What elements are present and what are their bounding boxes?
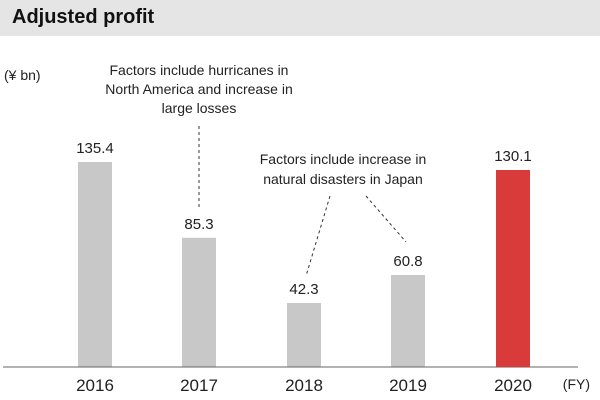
bar-2016 bbox=[78, 161, 112, 367]
chart-title: Adjusted profit bbox=[12, 6, 155, 28]
y-axis-unit-label: (¥ bn) bbox=[4, 67, 41, 83]
bar-2020 bbox=[496, 169, 530, 367]
annotation-2-leader-2018 bbox=[305, 195, 331, 277]
annotation-2-leader-2019 bbox=[365, 195, 407, 243]
value-label-2018: 42.3 bbox=[289, 281, 318, 298]
x-tick-label-2020: 2020 bbox=[494, 376, 532, 395]
x-tick-label-2016: 2016 bbox=[76, 376, 114, 395]
x-tick-label-2019: 2019 bbox=[389, 376, 427, 395]
annotation-1-line-1: Factors include hurricanes in bbox=[110, 62, 289, 78]
value-label-2020: 130.1 bbox=[494, 148, 532, 165]
bar-2018 bbox=[287, 302, 321, 367]
bar-2019 bbox=[391, 274, 425, 367]
annotation-2-line-2: natural disasters in Japan bbox=[263, 171, 423, 187]
annotation-1-line-3: large losses bbox=[162, 100, 237, 116]
title-band bbox=[0, 0, 600, 36]
x-tick-label-2017: 2017 bbox=[180, 376, 218, 395]
value-label-2019: 60.8 bbox=[393, 253, 422, 270]
value-label-2016: 135.4 bbox=[76, 140, 114, 157]
bar-2017 bbox=[182, 237, 216, 367]
value-label-2017: 85.3 bbox=[184, 216, 213, 233]
annotation-2-line-1: Factors include increase in bbox=[260, 151, 427, 167]
x-axis-unit-label: (FY) bbox=[563, 376, 590, 392]
annotation-1-line-2: North America and increase in bbox=[105, 81, 293, 97]
x-tick-label-2018: 2018 bbox=[285, 376, 323, 395]
